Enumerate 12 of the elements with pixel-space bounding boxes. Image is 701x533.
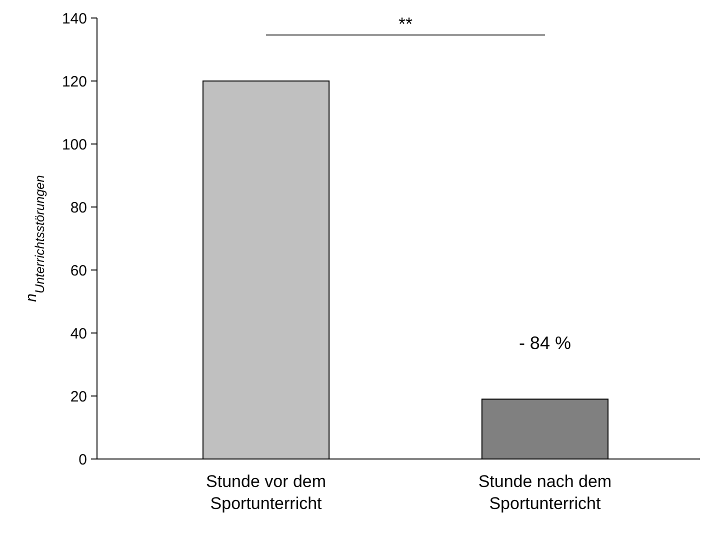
y-tick-label: 80	[70, 199, 87, 216]
y-tick-label: 60	[70, 262, 87, 280]
x-tick-label: Stunde nach dem Sportunterricht	[478, 472, 612, 513]
y-tick-label: 120	[62, 73, 87, 90]
y-tick-label: 20	[70, 388, 87, 406]
x-tick-label: Stunde vor dem Sportunterricht	[206, 472, 326, 513]
y-tick-label: 0	[78, 451, 87, 468]
y-tick-label: 140	[62, 10, 87, 28]
annotation: - 84 %	[518, 333, 571, 354]
annotation: **	[398, 14, 413, 34]
y-tick-label: 40	[70, 325, 87, 342]
y-tick-label: 100	[62, 136, 87, 154]
